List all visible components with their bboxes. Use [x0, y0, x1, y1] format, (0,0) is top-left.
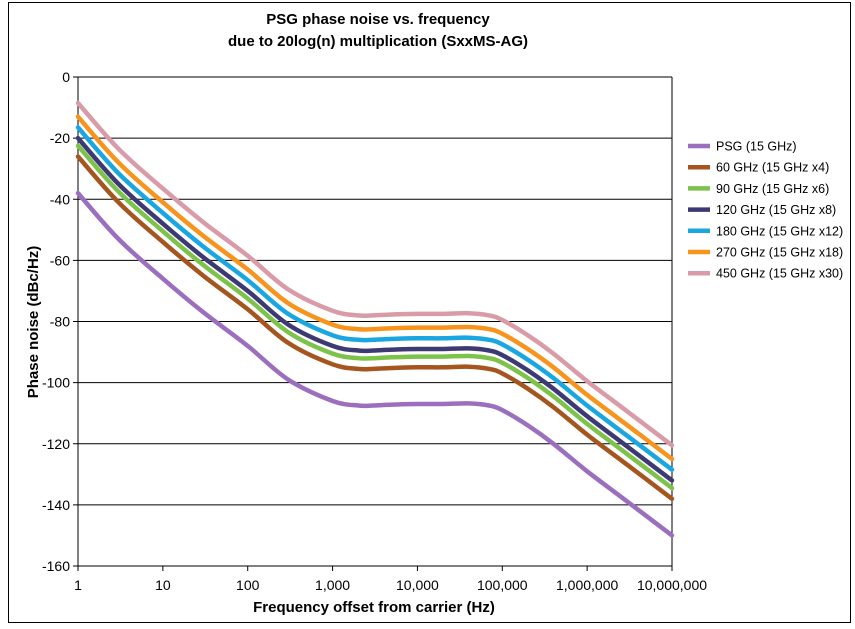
axes: [73, 76, 673, 571]
gridlines: [78, 76, 673, 566]
legend-label-4: 180 GHz (15 GHz x12): [716, 224, 843, 238]
y-tick-label: -60: [50, 252, 70, 268]
y-tick-label: -80: [50, 314, 70, 330]
legend-label-6: 450 GHz (15 GHz x30): [716, 267, 843, 281]
series-line-0: [75, 190, 675, 538]
series-line-1: [75, 154, 675, 502]
y-tick-label: -40: [50, 191, 70, 207]
series-line-4: [75, 125, 675, 472]
series-line-2: [75, 143, 675, 491]
legend-label-3: 120 GHz (15 GHz x8): [716, 203, 836, 217]
x-tick-label: 100,000: [477, 577, 528, 593]
legend-label-1: 60 GHz (15 GHz x4): [716, 161, 829, 175]
y-tick-label: 0: [62, 69, 70, 85]
y-tick-label: -120: [42, 436, 70, 452]
y-tick-label: -20: [50, 130, 70, 146]
x-tick-label: 1,000: [315, 577, 350, 593]
series-line-5: [75, 114, 675, 462]
y-tick-label: -140: [42, 497, 70, 513]
x-tick-label: 10: [155, 577, 171, 593]
series-lines: [75, 100, 675, 538]
chart-title: PSG phase noise vs. frequency: [266, 11, 490, 28]
x-tick-label: 10,000,000: [637, 577, 707, 593]
x-tick-label: 1: [74, 577, 82, 593]
legend-label-2: 90 GHz (15 GHz x6): [716, 182, 829, 196]
legend-label-0: PSG (15 GHz): [716, 140, 797, 154]
y-tick-label: -100: [42, 375, 70, 391]
legend: PSG (15 GHz) 60 GHz (15 GHz x4) 90 GHz (15…: [688, 140, 843, 281]
chart-subtitle: due to 20log(n) multiplication (SxxMS-AG…: [228, 33, 528, 50]
series-line-6: [75, 100, 675, 448]
y-tick-label: -160: [42, 558, 70, 574]
x-axis-title: Frequency offset from carrier (Hz): [253, 599, 495, 616]
x-tick-label: 1,000,000: [556, 577, 618, 593]
series-line-3: [75, 135, 675, 483]
legend-label-5: 270 GHz (15 GHz x18): [716, 246, 843, 260]
x-tick-label: 100: [236, 577, 260, 593]
x-tick-label: 10,000: [396, 577, 439, 593]
y-axis-title: Phase noise (dBc/Hz): [25, 246, 42, 399]
